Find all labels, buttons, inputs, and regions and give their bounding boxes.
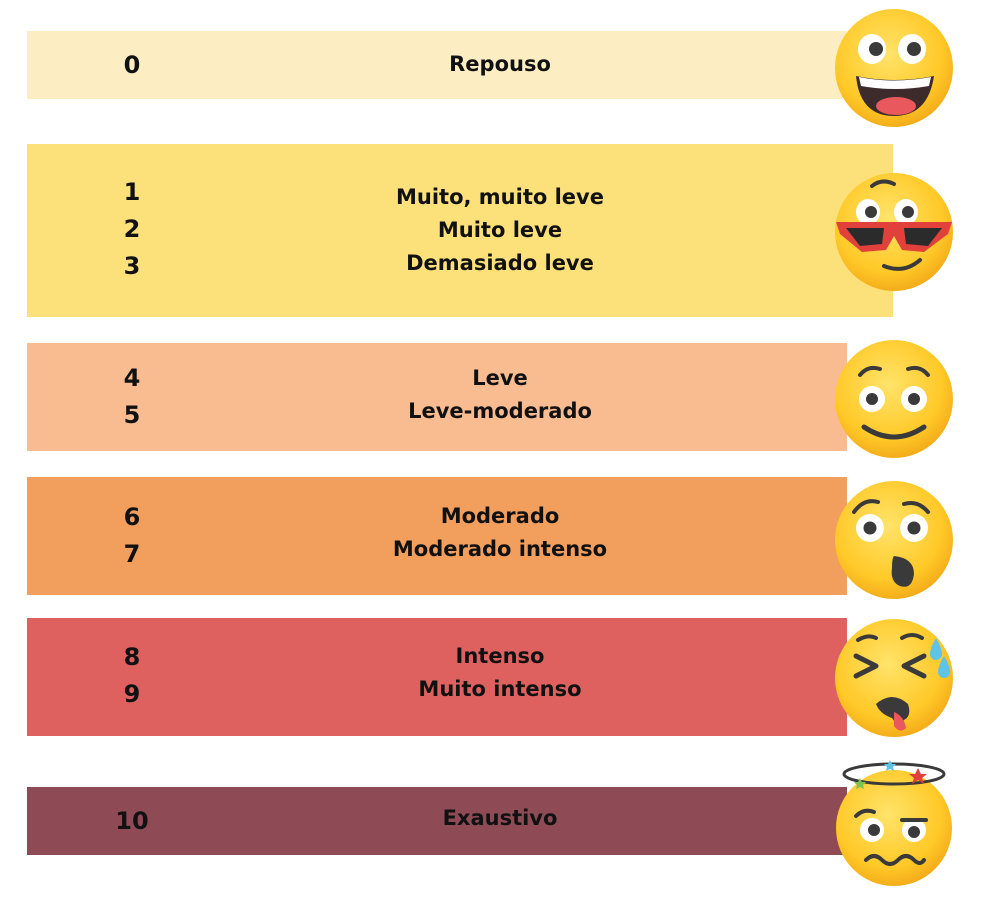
scale-labels: Leve Leve-moderado [240, 362, 760, 428]
scale-band-6-7 [27, 477, 847, 595]
scale-number: 9 [123, 680, 141, 708]
surprised-face-icon [835, 481, 953, 599]
scale-label: Muito intenso [418, 677, 582, 701]
scale-label: Demasiado leve [406, 251, 594, 275]
scale-band-4-5 [27, 343, 847, 451]
scale-number: 10 [115, 807, 149, 835]
sunglasses-face-icon [835, 173, 953, 291]
scale-label: Leve-moderado [408, 399, 592, 423]
scale-band-1-3 [27, 144, 893, 317]
scale-number: 3 [123, 252, 141, 280]
scale-numbers: 8 9 [92, 639, 172, 713]
scale-band-0 [27, 31, 847, 99]
scale-band-8-9 [27, 618, 847, 736]
scale-numbers: 1 2 3 [92, 174, 172, 285]
scale-label: Muito leve [437, 218, 563, 242]
scale-number: 8 [123, 643, 141, 671]
scale-label: Leve [472, 366, 528, 390]
scale-label: Moderado [440, 504, 560, 528]
scale-number: 2 [123, 215, 141, 243]
scale-numbers: 6 7 [92, 499, 172, 573]
scale-band-10 [27, 787, 847, 855]
scale-number: 0 [123, 51, 141, 79]
scale-numbers: 0 [92, 47, 172, 84]
scale-label: Exaustivo [442, 806, 558, 830]
scale-number: 5 [123, 401, 141, 429]
worried-smile-face-icon [835, 340, 953, 458]
scale-labels: Repouso [240, 48, 760, 81]
scale-numbers: 4 5 [92, 360, 172, 434]
scale-number: 4 [123, 364, 141, 392]
scale-labels: Exaustivo [240, 802, 760, 835]
scale-labels: Moderado Moderado intenso [240, 500, 760, 566]
scale-number: 6 [123, 503, 141, 531]
scale-label: Intenso [455, 644, 545, 668]
scale-numbers: 10 [92, 803, 172, 840]
scale-label: Repouso [449, 52, 551, 76]
scale-labels: Intenso Muito intenso [240, 640, 760, 706]
scale-label: Moderado intenso [392, 537, 608, 561]
scale-label: Muito, muito leve [396, 185, 604, 209]
grinning-face-icon [835, 9, 953, 127]
dizzy-face-icon [836, 760, 952, 886]
tired-sweat-face-icon [835, 619, 953, 737]
scale-labels: Muito, muito leve Muito leve Demasiado l… [240, 181, 760, 280]
scale-number: 7 [123, 540, 141, 568]
scale-number: 1 [123, 178, 141, 206]
